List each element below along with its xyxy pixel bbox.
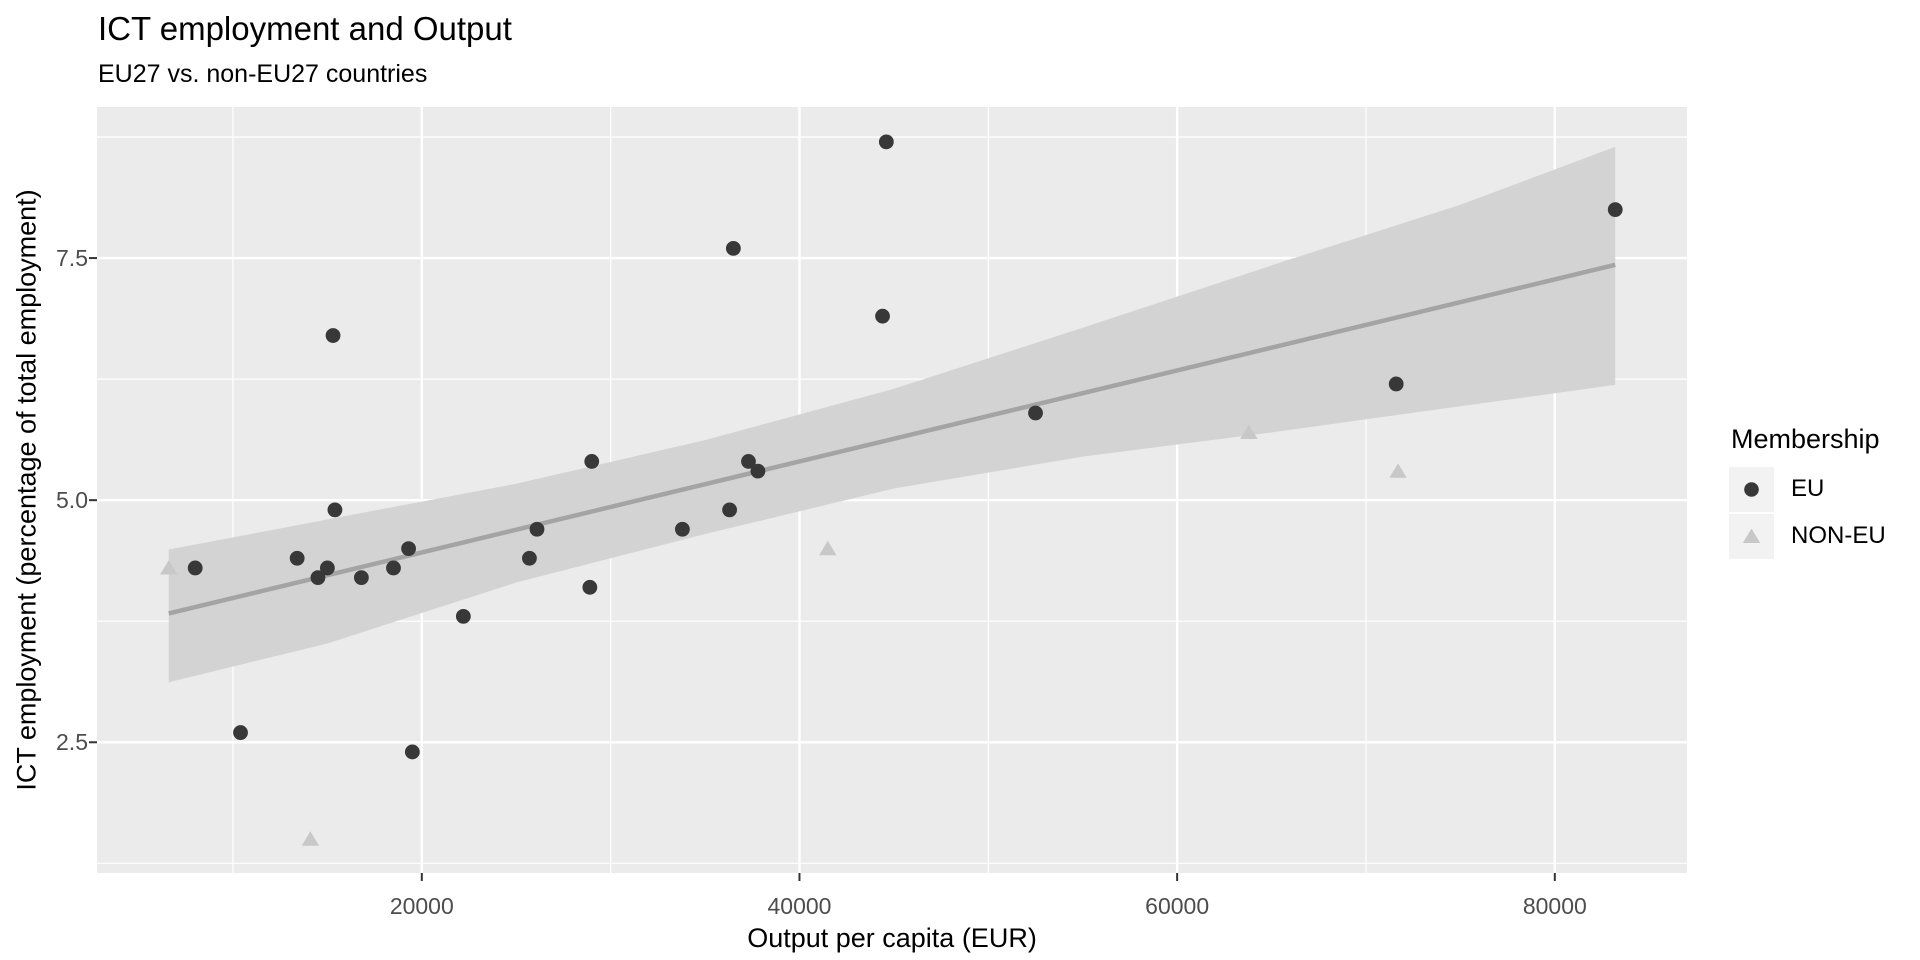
x-tick-label: 20000 <box>389 893 454 919</box>
x-axis-title: Output per capita (EUR) <box>747 923 1037 953</box>
noneu-triangle-icon <box>1742 528 1761 543</box>
eu-point <box>289 550 305 566</box>
eu-point <box>1388 376 1404 392</box>
eu-point <box>584 454 600 469</box>
x-tick-label: 60000 <box>1145 893 1210 919</box>
x-tick-label: 80000 <box>1522 893 1587 919</box>
eu-point <box>1607 202 1623 218</box>
eu-point <box>875 308 890 324</box>
eu-point <box>325 328 341 343</box>
legend-label-noneu: NON-EU <box>1791 522 1886 549</box>
eu-point <box>319 560 335 576</box>
eu-point <box>741 454 756 469</box>
legend-key-noneu <box>1729 514 1774 559</box>
x-tick-label: 40000 <box>767 893 832 919</box>
chart-title: ICT employment and Output <box>98 10 512 47</box>
eu-point <box>455 608 471 624</box>
eu-point <box>187 560 203 576</box>
non-eu-point <box>301 831 320 846</box>
chart-subtitle: EU27 vs. non-EU27 countries <box>98 60 428 88</box>
non-eu-point <box>819 540 837 556</box>
eu-point <box>404 744 420 760</box>
y-tick-label: 2.5 <box>56 729 88 756</box>
eu-point <box>674 521 690 537</box>
eu-point <box>582 579 598 595</box>
eu-point <box>725 240 741 256</box>
y-tick-label: 5.0 <box>56 487 88 514</box>
confidence-band <box>168 146 1616 683</box>
eu-point <box>1028 405 1043 421</box>
eu-point <box>327 502 343 518</box>
y-tick-label: 7.5 <box>56 245 88 272</box>
eu-point <box>878 134 894 150</box>
eu-point <box>386 560 401 576</box>
eu-point <box>722 502 738 518</box>
non-eu-point <box>1389 463 1407 478</box>
non-eu-point <box>160 560 178 575</box>
eu-point <box>353 570 369 586</box>
eu-point <box>750 463 766 479</box>
eu-circle-icon <box>1744 482 1759 497</box>
non-eu-point <box>1240 424 1258 439</box>
eu-point <box>522 550 537 566</box>
eu-point <box>401 541 416 556</box>
legend-title: Membership <box>1731 424 1880 454</box>
legend-label-eu: EU <box>1791 475 1825 502</box>
eu-point <box>310 570 326 586</box>
eu-point <box>529 521 545 537</box>
legend-key-eu <box>1729 467 1774 512</box>
eu-point <box>233 725 248 740</box>
